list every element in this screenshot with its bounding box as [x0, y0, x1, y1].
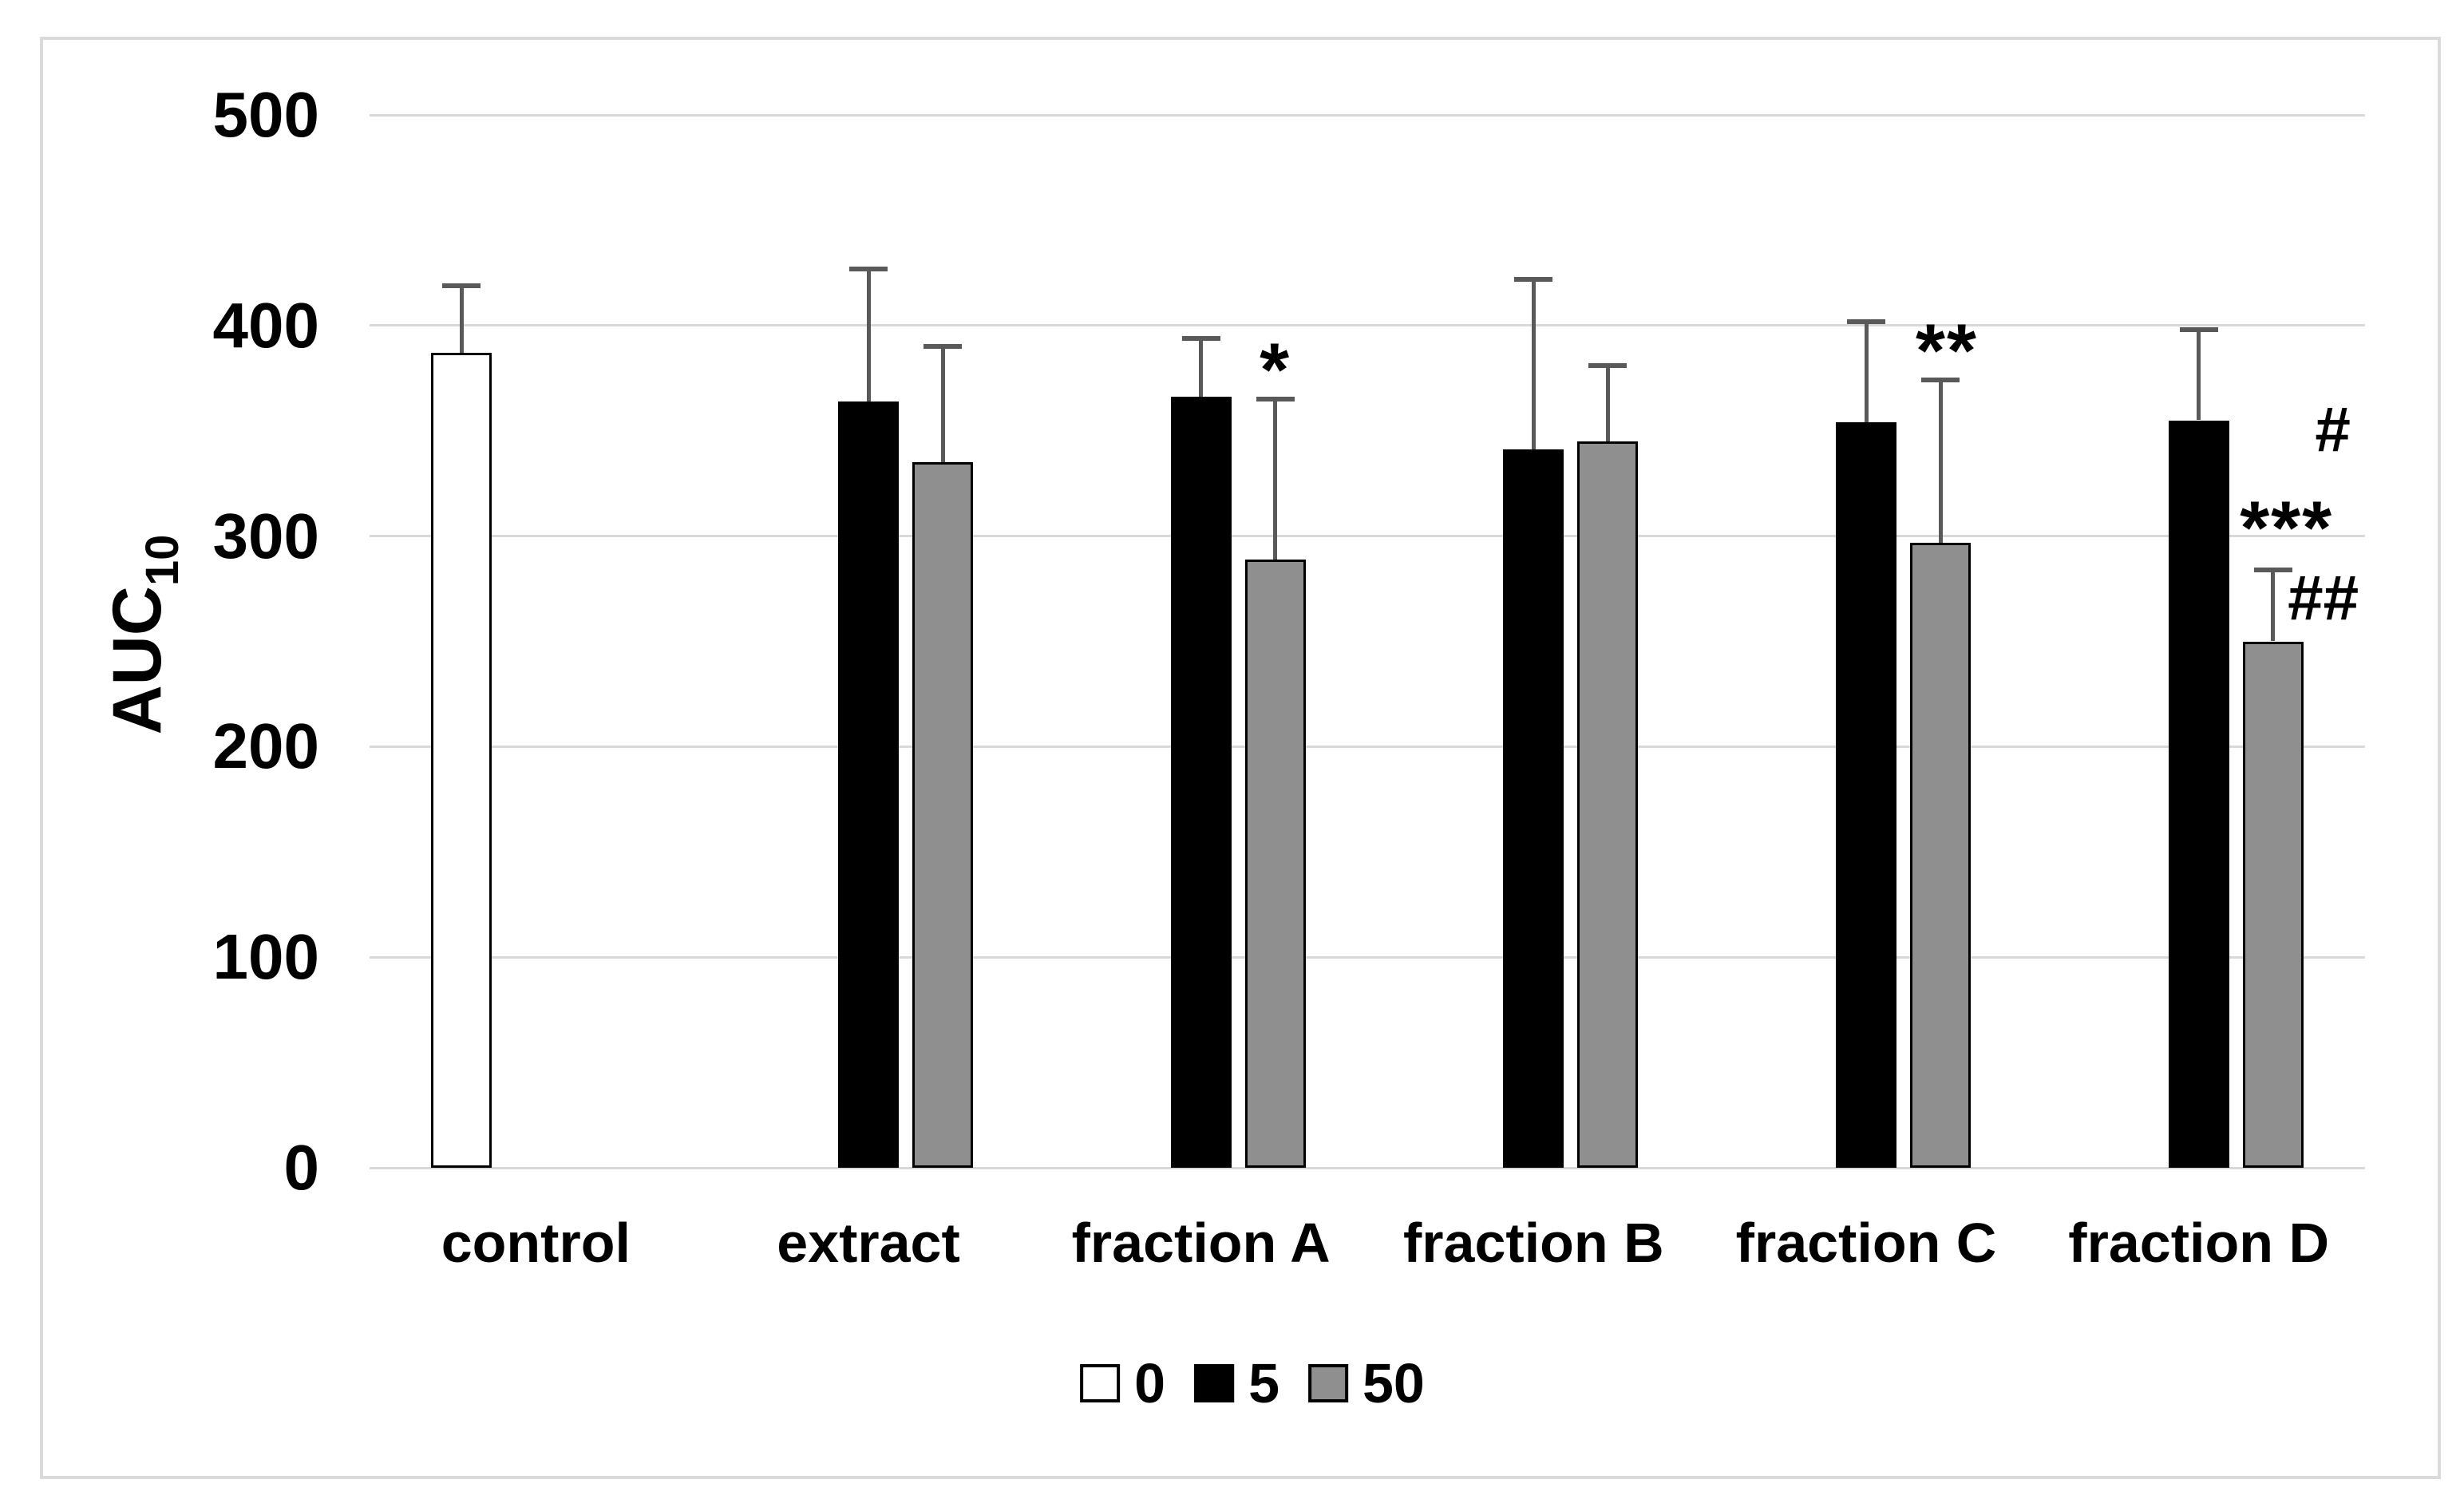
significance-annotation: *: [1260, 327, 1291, 413]
x-axis-label: extract: [777, 1212, 960, 1274]
error-bar-line: [1199, 338, 1204, 398]
legend-label: 0: [1134, 1352, 1166, 1414]
error-bar-cap: [1514, 276, 1553, 282]
error-bar-cap: [2179, 327, 2218, 333]
error-bar-cap: [442, 283, 481, 288]
error-bar-line: [1864, 321, 1869, 423]
legend-label: 50: [1363, 1352, 1425, 1414]
y-tick-label: 500: [212, 79, 319, 150]
x-axis-label: fraction D: [2068, 1212, 2330, 1274]
bar-fraction-D-5: [2168, 420, 2229, 1168]
error-bar-line: [1605, 365, 1610, 441]
error-bar-line: [1938, 380, 1943, 543]
error-bar-cap: [924, 344, 962, 350]
y-tick-label: 400: [212, 289, 319, 361]
legend-swatch-5: [1194, 1364, 1235, 1402]
error-bar-line: [866, 268, 871, 401]
significance-annotation: ##: [2288, 562, 2359, 634]
legend-item: 50: [1308, 1355, 1425, 1411]
legend-swatch-0: [1080, 1364, 1121, 1402]
error-bar-line: [459, 285, 464, 354]
error-bar-line: [1531, 279, 1536, 450]
error-bar-cap: [1256, 397, 1295, 402]
legend-swatch-50: [1308, 1364, 1348, 1402]
significance-annotation: ***: [2240, 485, 2334, 571]
error-bar-line: [940, 346, 945, 463]
error-bar-cap: [1847, 318, 1885, 324]
error-bar-line: [2197, 330, 2201, 421]
legend-item: 5: [1194, 1355, 1279, 1411]
legend: 0 5 50: [1080, 1355, 1425, 1411]
error-bar-cap: [2253, 567, 2292, 572]
y-tick-label: 100: [212, 921, 319, 993]
error-bar-cap: [1181, 335, 1220, 341]
bar-extract-50: [912, 462, 973, 1168]
error-bar-line: [2271, 569, 2276, 642]
bar-fraction-C-50: [1910, 542, 1971, 1168]
error-bar-cap: [1921, 378, 1960, 383]
legend-label: 5: [1248, 1352, 1279, 1414]
error-bar-line: [1273, 399, 1278, 560]
bar-control-0: [431, 353, 492, 1168]
gridline: [370, 745, 2365, 748]
legend-item: 0: [1080, 1355, 1165, 1411]
y-tick-label: 200: [212, 710, 319, 782]
significance-annotation: **: [1916, 308, 1978, 394]
x-axis-label: fraction C: [1735, 1212, 1997, 1274]
gridline: [370, 324, 2365, 327]
bar-fraction-D-50: [2242, 641, 2304, 1168]
y-axis-title-text: AUC: [99, 586, 176, 735]
x-axis-label: fraction B: [1402, 1212, 1664, 1274]
gridline: [370, 113, 2365, 117]
bar-fraction-B-5: [1503, 449, 1564, 1168]
bar-fraction-A-50: [1244, 559, 1306, 1168]
bar-fraction-B-50: [1577, 441, 1639, 1168]
error-bar-cap: [849, 266, 888, 271]
y-tick-label: 0: [283, 1132, 320, 1203]
significance-annotation: #: [2315, 394, 2351, 465]
gridline: [370, 955, 2365, 959]
gridline: [370, 535, 2365, 538]
y-axis-title-subscript: 10: [136, 534, 188, 587]
error-bar-cap: [1588, 362, 1628, 368]
gridline: [370, 1166, 2365, 1169]
y-axis-title: AUC10: [99, 535, 188, 735]
bar-fraction-C-5: [1836, 422, 1896, 1168]
x-axis-label: fraction A: [1071, 1212, 1331, 1274]
bar-extract-5: [838, 401, 899, 1168]
x-axis-label: control: [441, 1212, 631, 1274]
y-tick-label: 300: [212, 500, 319, 572]
bar-fraction-A-5: [1170, 397, 1232, 1168]
